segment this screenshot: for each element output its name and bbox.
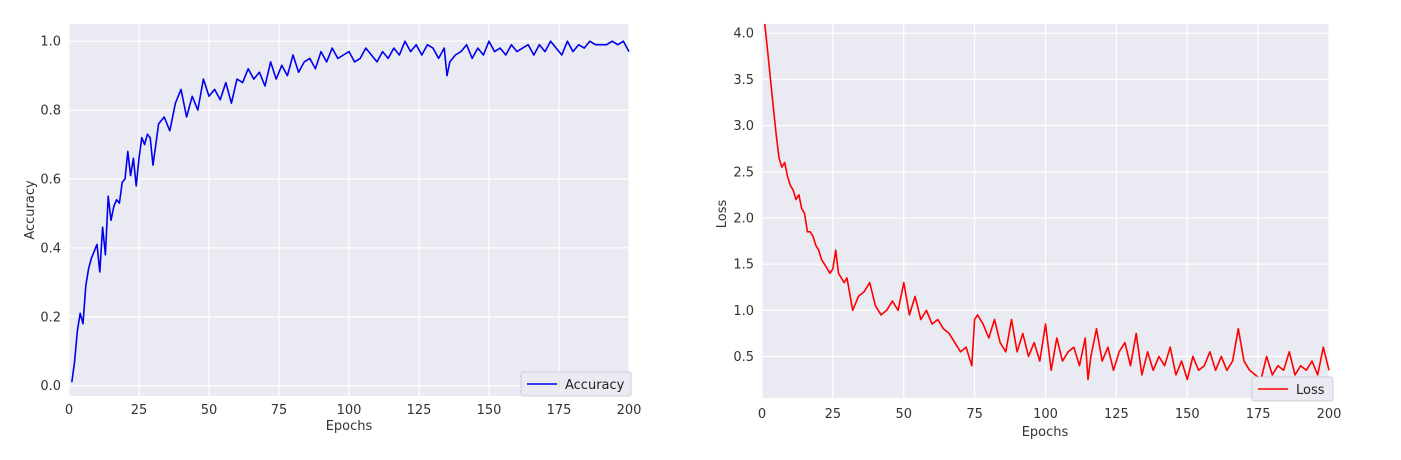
accuracy-y-tick-label: 0.4	[40, 241, 61, 256]
accuracy-x-tick-label: 175	[547, 403, 572, 418]
accuracy-x-axis-label: Epochs	[326, 419, 373, 434]
accuracy-x-tick-label: 100	[337, 403, 362, 418]
accuracy-x-tick-label: 25	[131, 403, 148, 418]
loss-y-tick-label: 2.0	[733, 211, 754, 226]
loss-chart: 0 25 50 75 100 125 150 175 200 0.5 1.0 1.5 2.0 2.5 3.…	[715, 23, 1342, 440]
loss-y-tick-label: 3.5	[733, 73, 754, 88]
loss-legend: Loss	[1251, 376, 1334, 402]
loss-legend-box	[1251, 376, 1334, 402]
loss-y-tick-label: 0.5	[733, 350, 754, 365]
loss-x-tick-label: 0	[758, 407, 766, 422]
accuracy-x-tick-label: 50	[201, 403, 218, 418]
accuracy-chart: 0 25 50 75 100 125 150 175 200 0.0 0.2 0.4 0.6 0.8 1.…	[23, 24, 641, 434]
accuracy-x-ticks: 0 25 50 75 100 125 150 175 200	[65, 403, 642, 418]
loss-line	[764, 23, 1330, 381]
accuracy-y-tick-label: 1.0	[40, 35, 61, 50]
accuracy-y-tick-label: 0.0	[40, 379, 61, 394]
loss-y-tick-label: 1.0	[733, 304, 754, 319]
loss-x-tick-label: 100	[1033, 407, 1058, 422]
loss-series	[764, 23, 1330, 381]
loss-x-tick-label: 200	[1317, 407, 1342, 422]
accuracy-y-tick-label: 0.8	[40, 104, 61, 119]
accuracy-legend: Accuracy	[520, 371, 632, 397]
loss-y-tick-label: 2.5	[733, 165, 754, 180]
loss-y-tick-label: 4.0	[733, 27, 754, 42]
loss-x-axis-label: Epochs	[1022, 425, 1069, 440]
accuracy-series	[71, 40, 630, 383]
loss-y-ticks: 0.5 1.0 1.5 2.0 2.5 3.0 3.5 4.0	[733, 27, 754, 365]
loss-x-tick-label: 125	[1104, 407, 1129, 422]
loss-x-tick-label: 25	[825, 407, 842, 422]
loss-x-tick-label: 150	[1175, 407, 1200, 422]
loss-legend-label: Loss	[1296, 383, 1325, 398]
accuracy-legend-box	[520, 371, 632, 397]
accuracy-y-tick-label: 0.6	[40, 173, 61, 188]
accuracy-x-tick-label: 150	[477, 403, 502, 418]
accuracy-y-tick-label: 0.2	[40, 310, 61, 325]
accuracy-x-tick-label: 0	[65, 403, 73, 418]
accuracy-x-tick-label: 200	[617, 403, 642, 418]
loss-y-tick-label: 1.5	[733, 258, 754, 273]
loss-grid	[761, 24, 1330, 398]
loss-y-axis-label: Loss	[715, 200, 730, 229]
loss-x-tick-label: 50	[895, 407, 912, 422]
accuracy-line	[71, 40, 630, 383]
loss-x-tick-label: 75	[966, 407, 983, 422]
accuracy-y-ticks: 0.0 0.2 0.4 0.6 0.8 1.0	[40, 35, 61, 394]
loss-x-tick-label: 175	[1246, 407, 1271, 422]
accuracy-legend-label: Accuracy	[565, 378, 625, 393]
accuracy-x-tick-label: 125	[407, 403, 432, 418]
loss-y-tick-label: 3.0	[733, 119, 754, 134]
accuracy-x-tick-label: 75	[271, 403, 288, 418]
accuracy-y-axis-label: Accuracy	[23, 180, 38, 240]
loss-x-ticks: 0 25 50 75 100 125 150 175 200	[758, 407, 1342, 422]
